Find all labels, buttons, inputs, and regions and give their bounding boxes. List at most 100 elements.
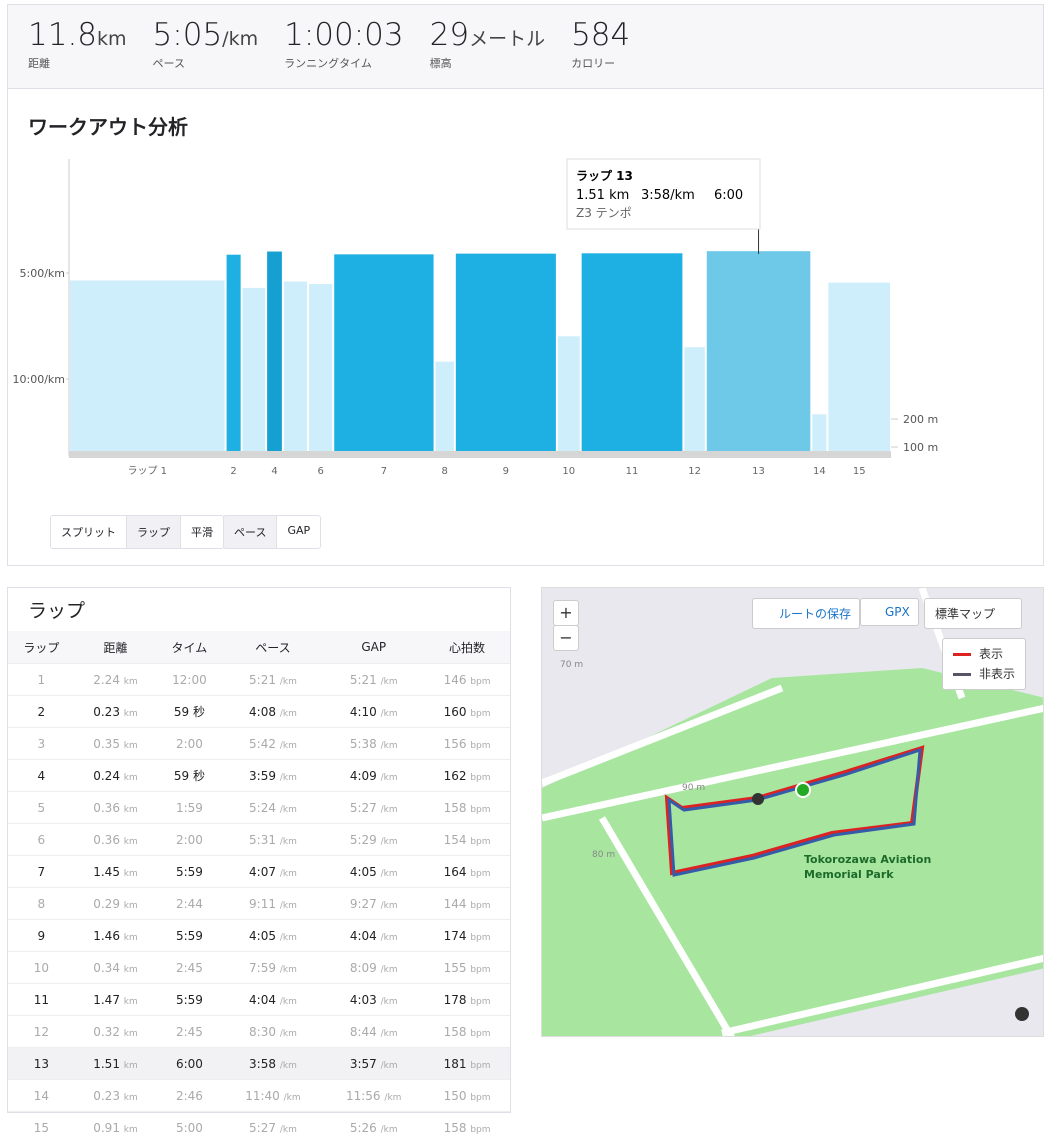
cell-value: 59 秒: [174, 705, 205, 719]
table-cell: 162 bpm: [424, 760, 510, 792]
legend-swatch: [953, 673, 971, 676]
cell-value: 5:29: [350, 833, 377, 847]
cell-value: 158: [444, 1025, 467, 1039]
table-cell: 4:10 /km: [323, 696, 424, 728]
view-button[interactable]: スプリット: [51, 516, 127, 548]
cell-value: 1:59: [176, 801, 203, 815]
view-button[interactable]: 平滑: [181, 516, 223, 548]
save-route[interactable]: ルートの保存: [752, 598, 860, 629]
cell-value: 2:00: [176, 737, 203, 751]
cell-unit: /km: [284, 1093, 301, 1103]
table-cell: 0.24 km: [75, 760, 157, 792]
legend-swatch: [953, 653, 971, 656]
cell-unit: bpm: [470, 965, 490, 975]
cell-unit: bpm: [470, 1125, 490, 1135]
table-cell: 155 bpm: [424, 952, 510, 984]
cell-value: 178: [444, 993, 467, 1007]
table-cell: 5:00: [156, 1112, 222, 1143]
table-cell: 2: [8, 696, 75, 728]
cell-value: 3:59: [249, 769, 276, 783]
contour-label: 90 m: [682, 783, 705, 793]
x-tick-label: 8: [442, 466, 448, 477]
elevation-band: [69, 451, 891, 458]
table-cell: 5:24 /km: [223, 792, 324, 824]
cell-value: 0.35: [93, 737, 120, 751]
cell-unit: /km: [280, 869, 297, 879]
cell-value: 5:42: [249, 737, 276, 751]
table-cell: 1.46 km: [75, 920, 157, 952]
cell-value: 12: [34, 1025, 49, 1039]
stat-value: 584: [571, 17, 630, 53]
table-cell: 5:59: [156, 920, 222, 952]
cell-unit: /km: [381, 1125, 398, 1135]
table-cell: 7: [8, 856, 75, 888]
cell-unit: /km: [280, 837, 297, 847]
stat-label: ペース: [153, 55, 259, 71]
table-cell: 1.45 km: [75, 856, 157, 888]
map-style[interactable]: 標準マップ: [924, 598, 1022, 629]
contour-label: 70 m: [560, 660, 583, 670]
cell-value: 1.45: [93, 865, 120, 879]
contour-label: 80 m: [592, 850, 615, 860]
cell-unit: /km: [280, 805, 297, 815]
table-cell: 146 bpm: [424, 664, 510, 696]
cell-value: 9: [38, 929, 46, 943]
cell-value: 11: [34, 993, 49, 1007]
cell-unit: /km: [280, 677, 297, 687]
cell-unit: /km: [381, 1061, 398, 1071]
table-cell: 6:00: [156, 1048, 222, 1080]
table-cell: 164 bpm: [424, 856, 510, 888]
x-tick-label: 13: [752, 466, 765, 477]
cell-value: 5:59: [176, 993, 203, 1007]
cell-value: 164: [444, 865, 467, 879]
zoom-in[interactable]: +: [553, 600, 579, 626]
table-header: タイム: [156, 631, 222, 664]
metric-button[interactable]: ペース: [224, 516, 277, 548]
cell-value: 144: [444, 897, 467, 911]
metric-button[interactable]: GAP: [277, 516, 320, 548]
cell-value: 3:58: [249, 1057, 276, 1071]
tooltip-title: ラップ 13: [576, 168, 633, 183]
lap-bar: [582, 253, 683, 456]
cell-value: 174: [444, 929, 467, 943]
cell-value: 10: [34, 961, 49, 975]
view-button[interactable]: ラップ: [127, 516, 181, 548]
gpx[interactable]: GPX: [860, 598, 919, 626]
cell-unit: /km: [280, 1061, 297, 1071]
cell-unit: km: [124, 1125, 138, 1135]
table-cell: 5:27 /km: [223, 1112, 324, 1143]
table-cell: 6: [8, 824, 75, 856]
cell-value: 5:24: [249, 801, 276, 815]
table-cell: 178 bpm: [424, 984, 510, 1016]
cell-unit: /km: [280, 773, 297, 783]
cell-unit: bpm: [470, 773, 490, 783]
cell-unit: bpm: [470, 741, 490, 751]
table-cell: 3:58 /km: [223, 1048, 324, 1080]
stat-value: 1:00:03: [284, 17, 404, 53]
cell-unit: /km: [280, 741, 297, 751]
legend-item: 表示: [953, 644, 1015, 664]
cell-unit: km: [124, 805, 138, 815]
table-cell: 150 bpm: [424, 1080, 510, 1112]
cell-unit: /km: [280, 901, 297, 911]
park-label: Memorial Park: [804, 868, 894, 881]
table-cell: 181 bpm: [424, 1048, 510, 1080]
table-cell: 7:59 /km: [223, 952, 324, 984]
cell-value: 12:00: [172, 673, 207, 687]
cell-unit: bpm: [470, 933, 490, 943]
x-tick-label: 15: [853, 466, 866, 477]
stat-number: 1:00:03: [284, 17, 404, 53]
table-header: GAP: [323, 631, 424, 664]
table-cell: 4:03 /km: [323, 984, 424, 1016]
table-cell: 5:21 /km: [323, 664, 424, 696]
x-tick-label: 7: [381, 466, 387, 477]
table-cell: 4:08 /km: [223, 696, 324, 728]
zoom-out[interactable]: −: [553, 625, 579, 651]
cell-value: 4:10: [350, 705, 377, 719]
